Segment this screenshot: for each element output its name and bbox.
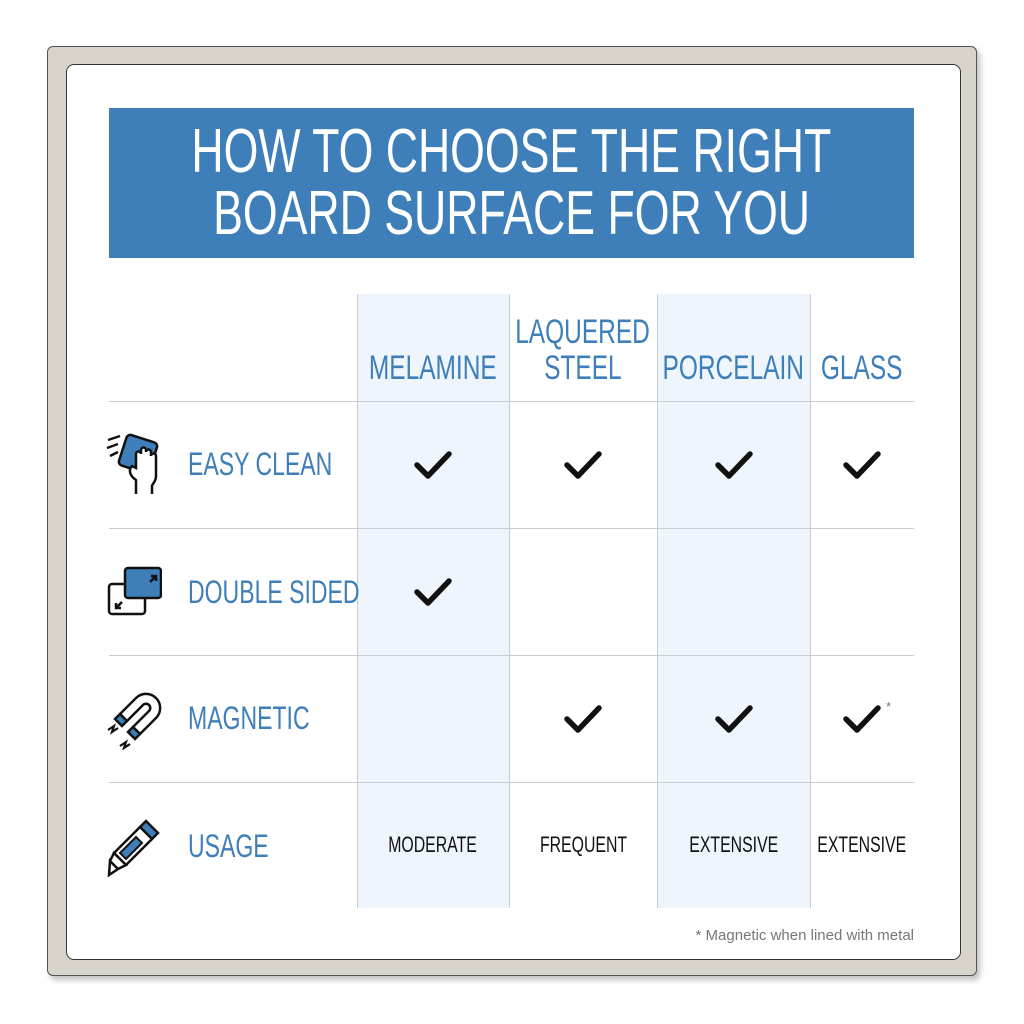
table-cell: MODERATE <box>357 782 509 908</box>
title-line-1: HOW TO CHOOSE THE RIGHT <box>191 117 832 186</box>
usage-value: EXTENSIVE <box>689 832 778 857</box>
magnet-icon <box>107 692 162 750</box>
footnote-marker: * <box>886 699 892 714</box>
porcelain-column-shade <box>657 294 810 908</box>
checkmark-icon <box>414 577 452 606</box>
usage-value: EXTENSIVE <box>817 832 907 857</box>
column-header-melamine: MELAMINE <box>369 349 497 387</box>
column-header-porcelain: PORCELAIN <box>662 349 805 387</box>
checkmark-icon <box>564 704 602 733</box>
table-cell <box>357 655 509 782</box>
table-cell <box>657 528 810 655</box>
column-header-laquered-steel: LAQUERED STEEL <box>515 313 651 387</box>
table-cell: EXTENSIVE <box>810 782 914 908</box>
checkmark-icon <box>414 450 452 479</box>
checkmark-icon <box>843 450 881 479</box>
footnote: * Magnetic when lined with metal <box>695 927 914 944</box>
divider <box>109 782 914 783</box>
row-label-double-sided: DOUBLE SIDED <box>188 574 360 610</box>
row-label-usage: USAGE <box>188 828 269 864</box>
double-sided-icon <box>107 566 162 616</box>
column-header-glass: GLASS <box>821 349 903 387</box>
marker-icon <box>107 819 160 877</box>
checkmark-icon <box>843 704 881 733</box>
title-banner: HOW TO CHOOSE THE RIGHT BOARD SURFACE FO… <box>109 108 914 258</box>
table-cell: FREQUENT <box>509 782 657 908</box>
checkmark-icon <box>564 450 602 479</box>
row-label-easy-clean: EASY CLEAN <box>188 446 333 482</box>
divider <box>109 655 914 656</box>
hand-wipe-icon <box>106 433 159 494</box>
checkmark-icon <box>714 704 753 733</box>
table-cell <box>657 401 810 528</box>
divider <box>810 294 811 908</box>
checkmark-icon <box>714 450 753 479</box>
divider <box>109 528 914 529</box>
table-cell <box>509 655 657 782</box>
table-cell <box>509 528 657 655</box>
usage-value: FREQUENT <box>539 832 627 857</box>
table-cell <box>810 401 914 528</box>
divider <box>109 401 914 402</box>
table-cell: EXTENSIVE <box>657 782 810 908</box>
table-cell <box>357 401 509 528</box>
table-cell: * <box>810 655 914 782</box>
divider <box>509 294 510 908</box>
divider <box>657 294 658 908</box>
table-cell <box>657 655 810 782</box>
divider <box>357 294 358 908</box>
table-cell <box>357 528 509 655</box>
title-line-2: BOARD SURFACE FOR YOU <box>213 179 810 248</box>
usage-value: MODERATE <box>388 832 478 857</box>
row-label-magnetic: MAGNETIC <box>188 700 310 736</box>
table-cell <box>509 401 657 528</box>
table-cell <box>810 528 914 655</box>
